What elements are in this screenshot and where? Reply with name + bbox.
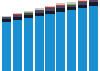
Bar — [12, 14, 22, 15]
Bar — [68, 5, 76, 7]
Bar — [56, 6, 66, 8]
Bar — [24, 13, 32, 15]
Bar — [12, 15, 22, 17]
Bar — [2, 22, 10, 71]
Bar — [12, 17, 22, 20]
Bar — [12, 20, 22, 71]
Bar — [46, 8, 54, 11]
Bar — [24, 15, 32, 18]
Bar — [78, 2, 88, 5]
Bar — [24, 11, 32, 12]
Bar — [90, 0, 98, 2]
Bar — [46, 6, 54, 7]
Bar — [34, 10, 44, 13]
Bar — [34, 16, 44, 71]
Bar — [46, 11, 54, 14]
Bar — [78, 0, 88, 1]
Bar — [68, 7, 76, 10]
Bar — [56, 3, 66, 5]
Bar — [24, 12, 32, 13]
Bar — [68, 4, 76, 5]
Bar — [78, 8, 88, 71]
Bar — [2, 17, 10, 19]
Bar — [2, 16, 10, 17]
Bar — [34, 8, 44, 10]
Bar — [12, 13, 22, 14]
Bar — [78, 1, 88, 2]
Bar — [2, 19, 10, 22]
Bar — [46, 14, 54, 71]
Bar — [90, 2, 98, 6]
Bar — [34, 13, 44, 16]
Bar — [68, 10, 76, 71]
Bar — [24, 18, 32, 71]
Bar — [68, 2, 76, 4]
Bar — [78, 5, 88, 8]
Bar — [56, 8, 66, 12]
Bar — [90, 6, 98, 71]
Bar — [56, 12, 66, 71]
Bar — [46, 7, 54, 8]
Bar — [56, 5, 66, 6]
